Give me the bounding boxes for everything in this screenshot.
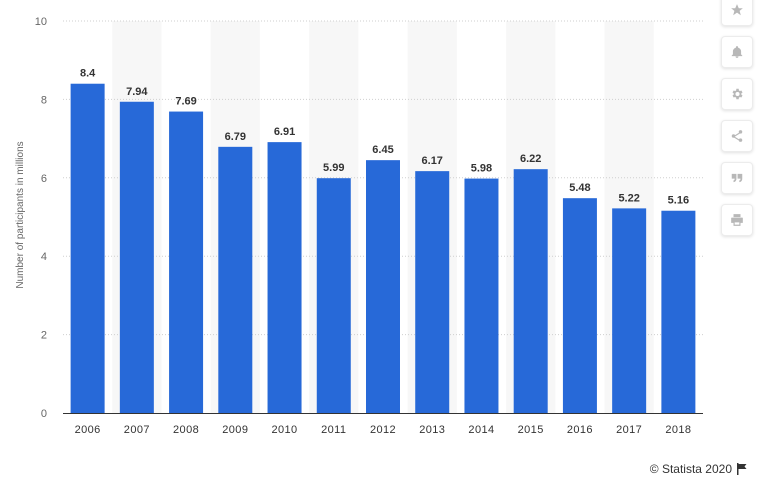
- x-tick-label: 2016: [567, 424, 593, 436]
- x-tick-label: 2018: [665, 424, 691, 436]
- bar[interactable]: [366, 160, 400, 413]
- data-label: 6.79: [225, 131, 246, 143]
- gear-icon: [732, 88, 743, 100]
- data-label: 6.17: [422, 155, 443, 167]
- data-label: 5.48: [569, 182, 590, 194]
- share-button[interactable]: [721, 120, 753, 152]
- bar[interactable]: [562, 198, 597, 413]
- y-tick-label: 10: [35, 16, 47, 28]
- data-label: 8.4: [80, 68, 96, 80]
- statista-credit[interactable]: © Statista 2020: [650, 462, 748, 476]
- data-label: 5.98: [471, 163, 492, 175]
- bar[interactable]: [119, 101, 154, 413]
- data-label: 6.91: [274, 126, 295, 138]
- bar[interactable]: [612, 208, 647, 413]
- data-label: 6.22: [520, 153, 541, 165]
- x-tick-label: 2007: [124, 424, 150, 436]
- y-tick-label: 2: [41, 330, 47, 342]
- x-tick-label: 2017: [616, 424, 642, 436]
- print-icon: [731, 214, 743, 226]
- x-tick-label: 2011: [321, 424, 346, 436]
- y-tick-label: 6: [41, 173, 47, 185]
- settings-button[interactable]: [721, 78, 753, 110]
- share-icon: [731, 130, 743, 142]
- cite-button[interactable]: [721, 162, 753, 194]
- quote-icon: [731, 173, 743, 183]
- y-tick-label: 8: [41, 94, 47, 106]
- bell-icon: [731, 46, 743, 58]
- data-label: 5.99: [323, 162, 344, 174]
- flag-icon: [737, 463, 747, 475]
- data-label: 7.69: [175, 96, 196, 108]
- x-tick-label: 2014: [468, 424, 494, 436]
- x-tick-label: 2008: [173, 424, 199, 436]
- x-tick-label: 2013: [419, 424, 445, 436]
- star-icon: [731, 4, 743, 16]
- bar[interactable]: [464, 178, 499, 413]
- data-label: 7.94: [126, 86, 148, 98]
- x-tick-label: 2009: [222, 424, 248, 436]
- credit-text: © Statista 2020: [649, 462, 732, 476]
- bar[interactable]: [513, 169, 548, 413]
- data-label: 6.45: [372, 144, 393, 156]
- print-button[interactable]: [721, 204, 753, 236]
- y-axis-tick-labels: 0 2 4 6 8 10: [35, 16, 47, 420]
- bar[interactable]: [661, 210, 696, 413]
- bar[interactable]: [218, 146, 253, 413]
- data-label: 5.16: [668, 195, 689, 207]
- bar[interactable]: [70, 83, 105, 413]
- data-labels: 8.4 7.94 7.69 6.79 6.91 5.99 6.45 6.17 5.98 6.22 5…: [80, 68, 689, 207]
- data-label: 5.22: [618, 192, 639, 204]
- y-axis-title: Number of participants in millions: [15, 141, 26, 288]
- bar[interactable]: [415, 171, 450, 413]
- bar[interactable]: [267, 142, 302, 414]
- notification-button[interactable]: [721, 36, 753, 68]
- x-axis-tick-labels: 2006 2007 2008 2009 2010 2011 2012 2013 2014 2015…: [75, 424, 691, 436]
- x-tick-label: 2010: [271, 424, 297, 436]
- bar[interactable]: [169, 111, 204, 413]
- y-tick-label: 0: [41, 408, 47, 420]
- x-tick-label: 2006: [75, 424, 101, 436]
- x-tick-label: 2012: [370, 424, 396, 436]
- bar[interactable]: [316, 178, 351, 413]
- bars: [70, 83, 696, 414]
- x-tick-label: 2015: [518, 424, 544, 436]
- favorite-button[interactable]: [721, 0, 753, 26]
- y-tick-label: 4: [41, 251, 47, 263]
